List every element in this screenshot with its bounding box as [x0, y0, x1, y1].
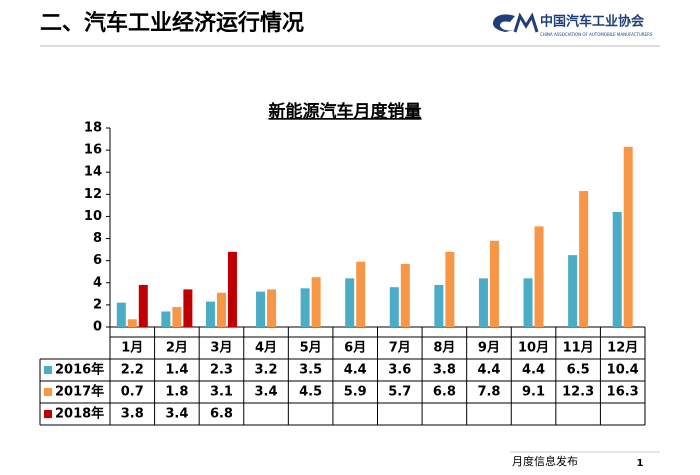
- table-value: 6.5: [567, 363, 590, 378]
- bar: [400, 263, 410, 327]
- x-tick-label: 5月: [300, 341, 322, 356]
- table-value: 4.4: [477, 363, 500, 378]
- bar: [568, 255, 578, 327]
- y-tick-label: 14: [84, 165, 102, 180]
- table-value: 2.2: [121, 363, 144, 378]
- x-tick-label: 7月: [389, 341, 411, 356]
- y-tick-label: 4: [93, 275, 102, 290]
- y-tick-label: 8: [93, 231, 102, 246]
- bar: [389, 287, 399, 327]
- bar: [445, 251, 455, 327]
- chart-title: 新能源汽车月度销量: [269, 101, 422, 122]
- x-tick-label: 3月: [210, 341, 232, 356]
- bar: [356, 261, 366, 327]
- logo-mark: [513, 12, 539, 33]
- table-value: 6.8: [433, 385, 456, 400]
- table-value: 7.8: [477, 385, 500, 400]
- x-tick-label: 6月: [344, 341, 366, 356]
- bar: [478, 278, 488, 327]
- bar: [267, 289, 277, 327]
- table-value: 12.3: [562, 385, 594, 400]
- org-name: 中国汽车工业协会: [540, 14, 645, 30]
- table-value: 10.4: [607, 363, 639, 378]
- table-value: 1.8: [165, 385, 188, 400]
- bar: [612, 212, 622, 327]
- table-value: 4.5: [299, 385, 322, 400]
- legend-swatch: [44, 366, 52, 374]
- bar: [434, 284, 444, 327]
- y-tick-label: 10: [84, 209, 102, 224]
- x-tick-label: 2月: [166, 341, 188, 356]
- table-value: 4.4: [344, 363, 367, 378]
- bar: [489, 240, 499, 327]
- page-number: 1: [637, 458, 644, 469]
- bar: [205, 301, 215, 327]
- bar: [623, 146, 633, 327]
- table-value: 5.7: [388, 385, 411, 400]
- table-value: 3.8: [433, 363, 456, 378]
- bar: [183, 289, 193, 327]
- legend-swatch: [44, 388, 52, 396]
- x-tick-label: 11月: [563, 341, 594, 356]
- y-tick-label: 2: [93, 297, 102, 312]
- bar: [227, 251, 237, 327]
- legend-swatch: [44, 410, 52, 418]
- table-value: 2.3: [210, 363, 233, 378]
- table-value: 3.2: [255, 363, 278, 378]
- bar: [256, 291, 266, 327]
- table-value: 16.3: [607, 385, 639, 400]
- table-value: 3.4: [255, 385, 278, 400]
- table-value: 3.8: [121, 407, 144, 422]
- table-value: 1.4: [165, 363, 188, 378]
- page-title: 二、汽车工业经济运行情况: [40, 10, 304, 36]
- x-tick-label: 9月: [478, 341, 500, 356]
- legend-label: 2016年: [55, 362, 104, 378]
- legend-label: 2017年: [55, 384, 104, 400]
- bar: [345, 278, 355, 327]
- table-value: 9.1: [522, 385, 545, 400]
- x-tick-label: 8月: [433, 341, 455, 356]
- y-tick-label: 0: [93, 320, 102, 335]
- bar: [216, 292, 226, 327]
- bar: [300, 288, 310, 327]
- x-tick-label: 4月: [255, 341, 277, 356]
- org-name-en: CHINA ASSOCIATION OF AUTOMOBILE MANUFACT…: [540, 32, 653, 37]
- bar: [311, 277, 321, 327]
- bar: [116, 302, 126, 327]
- y-tick-label: 18: [84, 121, 102, 136]
- table-value: 6.8: [210, 407, 233, 422]
- bar: [523, 278, 533, 327]
- bar: [138, 284, 148, 327]
- bar: [161, 311, 171, 327]
- bar: [534, 226, 544, 327]
- table-value: 3.6: [388, 363, 411, 378]
- x-tick-label: 1月: [121, 341, 143, 356]
- logo-mark: [492, 14, 515, 32]
- legend-label: 2018年: [55, 406, 104, 422]
- bar: [579, 191, 589, 327]
- y-tick-label: 16: [84, 143, 102, 158]
- x-tick-label: 10月: [518, 341, 549, 356]
- table-value: 3.4: [165, 407, 188, 422]
- y-tick-label: 12: [84, 187, 102, 202]
- table-value: 0.7: [121, 385, 144, 400]
- bar: [172, 307, 182, 327]
- footer-text: 月度信息发布: [512, 454, 578, 468]
- table-value: 4.4: [522, 363, 545, 378]
- table-value: 3.1: [210, 385, 233, 400]
- bar: [127, 319, 137, 327]
- table-value: 5.9: [344, 385, 367, 400]
- x-tick-label: 12月: [607, 341, 638, 356]
- table-value: 3.5: [299, 363, 322, 378]
- y-tick-label: 6: [93, 253, 102, 268]
